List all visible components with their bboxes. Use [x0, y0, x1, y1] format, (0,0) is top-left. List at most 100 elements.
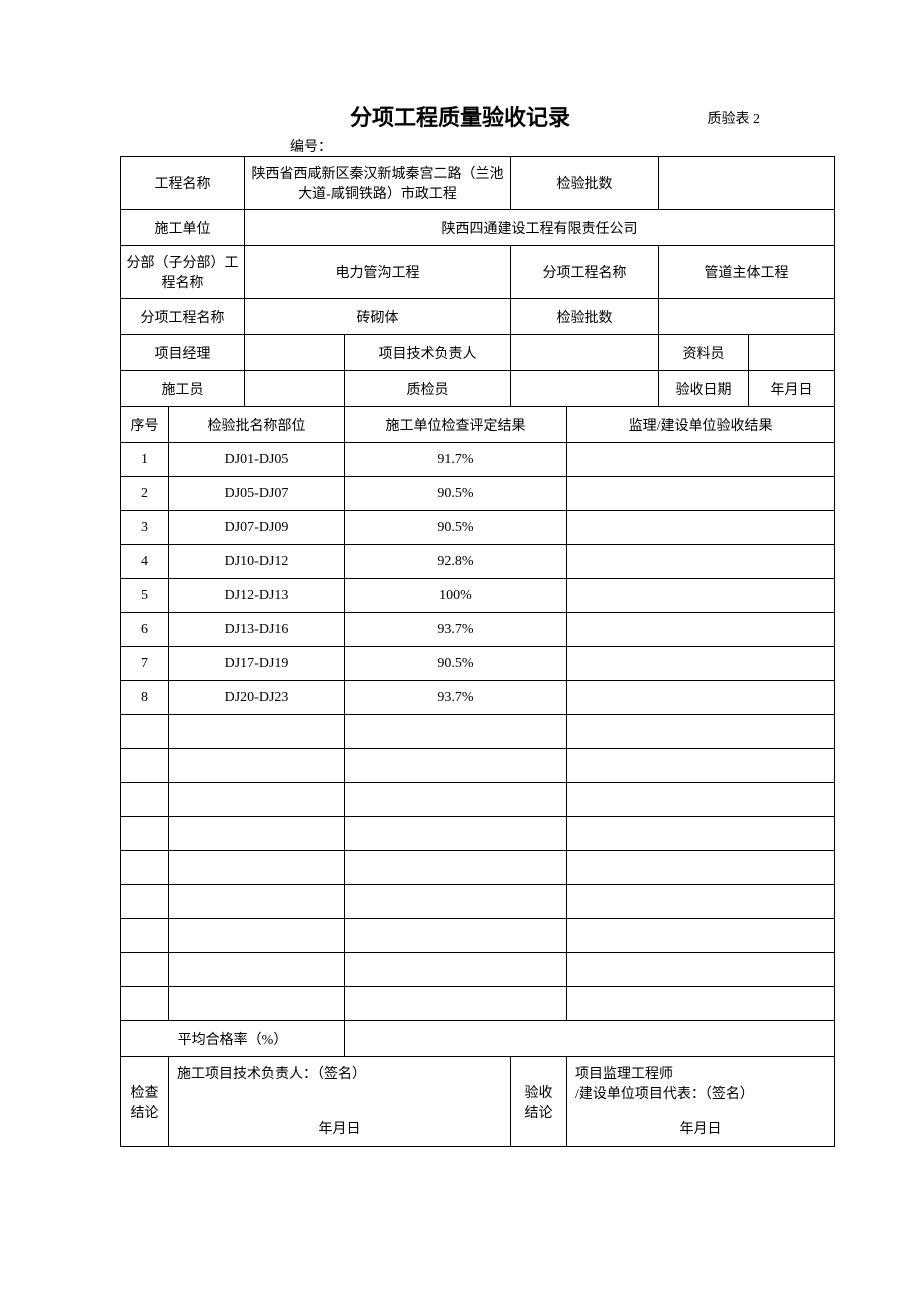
table-row: 3DJ07-DJ0990.5%	[121, 511, 835, 545]
label-subsection: 分部（子分部）工程名称	[121, 246, 245, 299]
label-tech-leader: 项目技术负责人	[345, 335, 511, 371]
label-qc-inspector: 质检员	[345, 371, 511, 407]
label-acceptance-date: 验收日期	[659, 371, 749, 407]
cell-supervision	[567, 885, 835, 919]
table-row	[121, 885, 835, 919]
cell-result: 91.7%	[345, 443, 567, 477]
cell-supervision	[567, 953, 835, 987]
cell-result: 90.5%	[345, 647, 567, 681]
value-subitem-2: 砖砌体	[245, 299, 511, 335]
table-row: 5DJ12-DJ13100%	[121, 579, 835, 613]
table-row	[121, 919, 835, 953]
cell-seq: 1	[121, 443, 169, 477]
cell-seq	[121, 817, 169, 851]
sign-construction-block: 施工项目技术负责人：（签名） 年月日	[169, 1057, 511, 1147]
cell-result	[345, 851, 567, 885]
table-row: 2DJ05-DJ0790.5%	[121, 477, 835, 511]
cell-result	[345, 749, 567, 783]
cell-part: DJ05-DJ07	[169, 477, 345, 511]
cell-result	[345, 715, 567, 749]
cell-supervision	[567, 715, 835, 749]
serial-label: 编号：	[120, 136, 800, 156]
cell-seq: 5	[121, 579, 169, 613]
table-row	[121, 783, 835, 817]
cell-result: 100%	[345, 579, 567, 613]
label-subitem-2: 分项工程名称	[121, 299, 245, 335]
label-batch-count-2: 检验批数	[511, 299, 659, 335]
value-avg-pass-rate	[345, 1021, 835, 1057]
sign-construction-label: 施工项目技术负责人：（签名）	[177, 1067, 366, 1082]
cell-part	[169, 749, 345, 783]
form-code: 质验表 2	[708, 108, 761, 128]
cell-part: DJ07-DJ09	[169, 511, 345, 545]
label-construction-unit: 施工单位	[121, 210, 245, 246]
table-row: 1DJ01-DJ0591.7%	[121, 443, 835, 477]
cell-part: DJ01-DJ05	[169, 443, 345, 477]
cell-part	[169, 783, 345, 817]
cell-seq: 2	[121, 477, 169, 511]
cell-part	[169, 817, 345, 851]
sign-construction-date: 年月日	[169, 1118, 510, 1138]
cell-part: DJ13-DJ16	[169, 613, 345, 647]
cell-seq: 7	[121, 647, 169, 681]
cell-supervision	[567, 817, 835, 851]
cell-seq	[121, 783, 169, 817]
value-batch-count-2	[659, 299, 835, 335]
cell-seq	[121, 851, 169, 885]
cell-result: 93.7%	[345, 613, 567, 647]
cell-result	[345, 783, 567, 817]
label-constructor: 施工员	[121, 371, 245, 407]
label-project-manager: 项目经理	[121, 335, 245, 371]
acceptance-record-table: 工程名称 陕西省西咸新区秦汉新城秦宫二路（兰池大道-咸铜铁路）市政工程 检验批数…	[120, 156, 835, 1147]
label-check-conclusion: 检查结论	[121, 1057, 169, 1147]
label-subitem-1: 分项工程名称	[511, 246, 659, 299]
cell-part	[169, 885, 345, 919]
cell-seq	[121, 987, 169, 1021]
value-project-name: 陕西省西咸新区秦汉新城秦宫二路（兰池大道-咸铜铁路）市政工程	[245, 157, 511, 210]
cell-supervision	[567, 851, 835, 885]
cell-supervision	[567, 987, 835, 1021]
value-construction-unit: 陕西四通建设工程有限责任公司	[245, 210, 835, 246]
cell-seq	[121, 749, 169, 783]
table-row	[121, 851, 835, 885]
table-row	[121, 715, 835, 749]
table-row	[121, 953, 835, 987]
value-constructor	[245, 371, 345, 407]
cell-seq	[121, 715, 169, 749]
cell-result: 93.7%	[345, 681, 567, 715]
cell-seq: 8	[121, 681, 169, 715]
header-supervision-result: 监理/建设单位验收结果	[567, 407, 835, 443]
cell-result	[345, 987, 567, 1021]
cell-part: DJ10-DJ12	[169, 545, 345, 579]
label-documenter: 资料员	[659, 335, 749, 371]
cell-supervision	[567, 545, 835, 579]
cell-supervision	[567, 477, 835, 511]
cell-supervision	[567, 783, 835, 817]
value-subitem-1: 管道主体工程	[659, 246, 835, 299]
cell-supervision	[567, 511, 835, 545]
cell-supervision	[567, 443, 835, 477]
sign-supervision-block: 项目监理工程师 /建设单位项目代表：（签名） 年月日	[567, 1057, 835, 1147]
cell-part: DJ17-DJ19	[169, 647, 345, 681]
cell-part: DJ12-DJ13	[169, 579, 345, 613]
cell-seq: 4	[121, 545, 169, 579]
table-row: 4DJ10-DJ1292.8%	[121, 545, 835, 579]
cell-seq	[121, 919, 169, 953]
cell-result	[345, 817, 567, 851]
cell-supervision	[567, 613, 835, 647]
label-project-name: 工程名称	[121, 157, 245, 210]
table-row	[121, 987, 835, 1021]
value-acceptance-date: 年月日	[749, 371, 835, 407]
cell-part: DJ20-DJ23	[169, 681, 345, 715]
cell-result: 90.5%	[345, 477, 567, 511]
label-avg-pass-rate: 平均合格率（%）	[121, 1021, 345, 1057]
value-subsection: 电力管沟工程	[245, 246, 511, 299]
header-seq: 序号	[121, 407, 169, 443]
cell-part	[169, 851, 345, 885]
cell-supervision	[567, 579, 835, 613]
cell-supervision	[567, 647, 835, 681]
sign-supervision-date: 年月日	[567, 1118, 834, 1138]
page-title: 分项工程质量验收记录	[350, 100, 570, 132]
label-accept-conclusion: 验收结论	[511, 1057, 567, 1147]
cell-seq	[121, 953, 169, 987]
